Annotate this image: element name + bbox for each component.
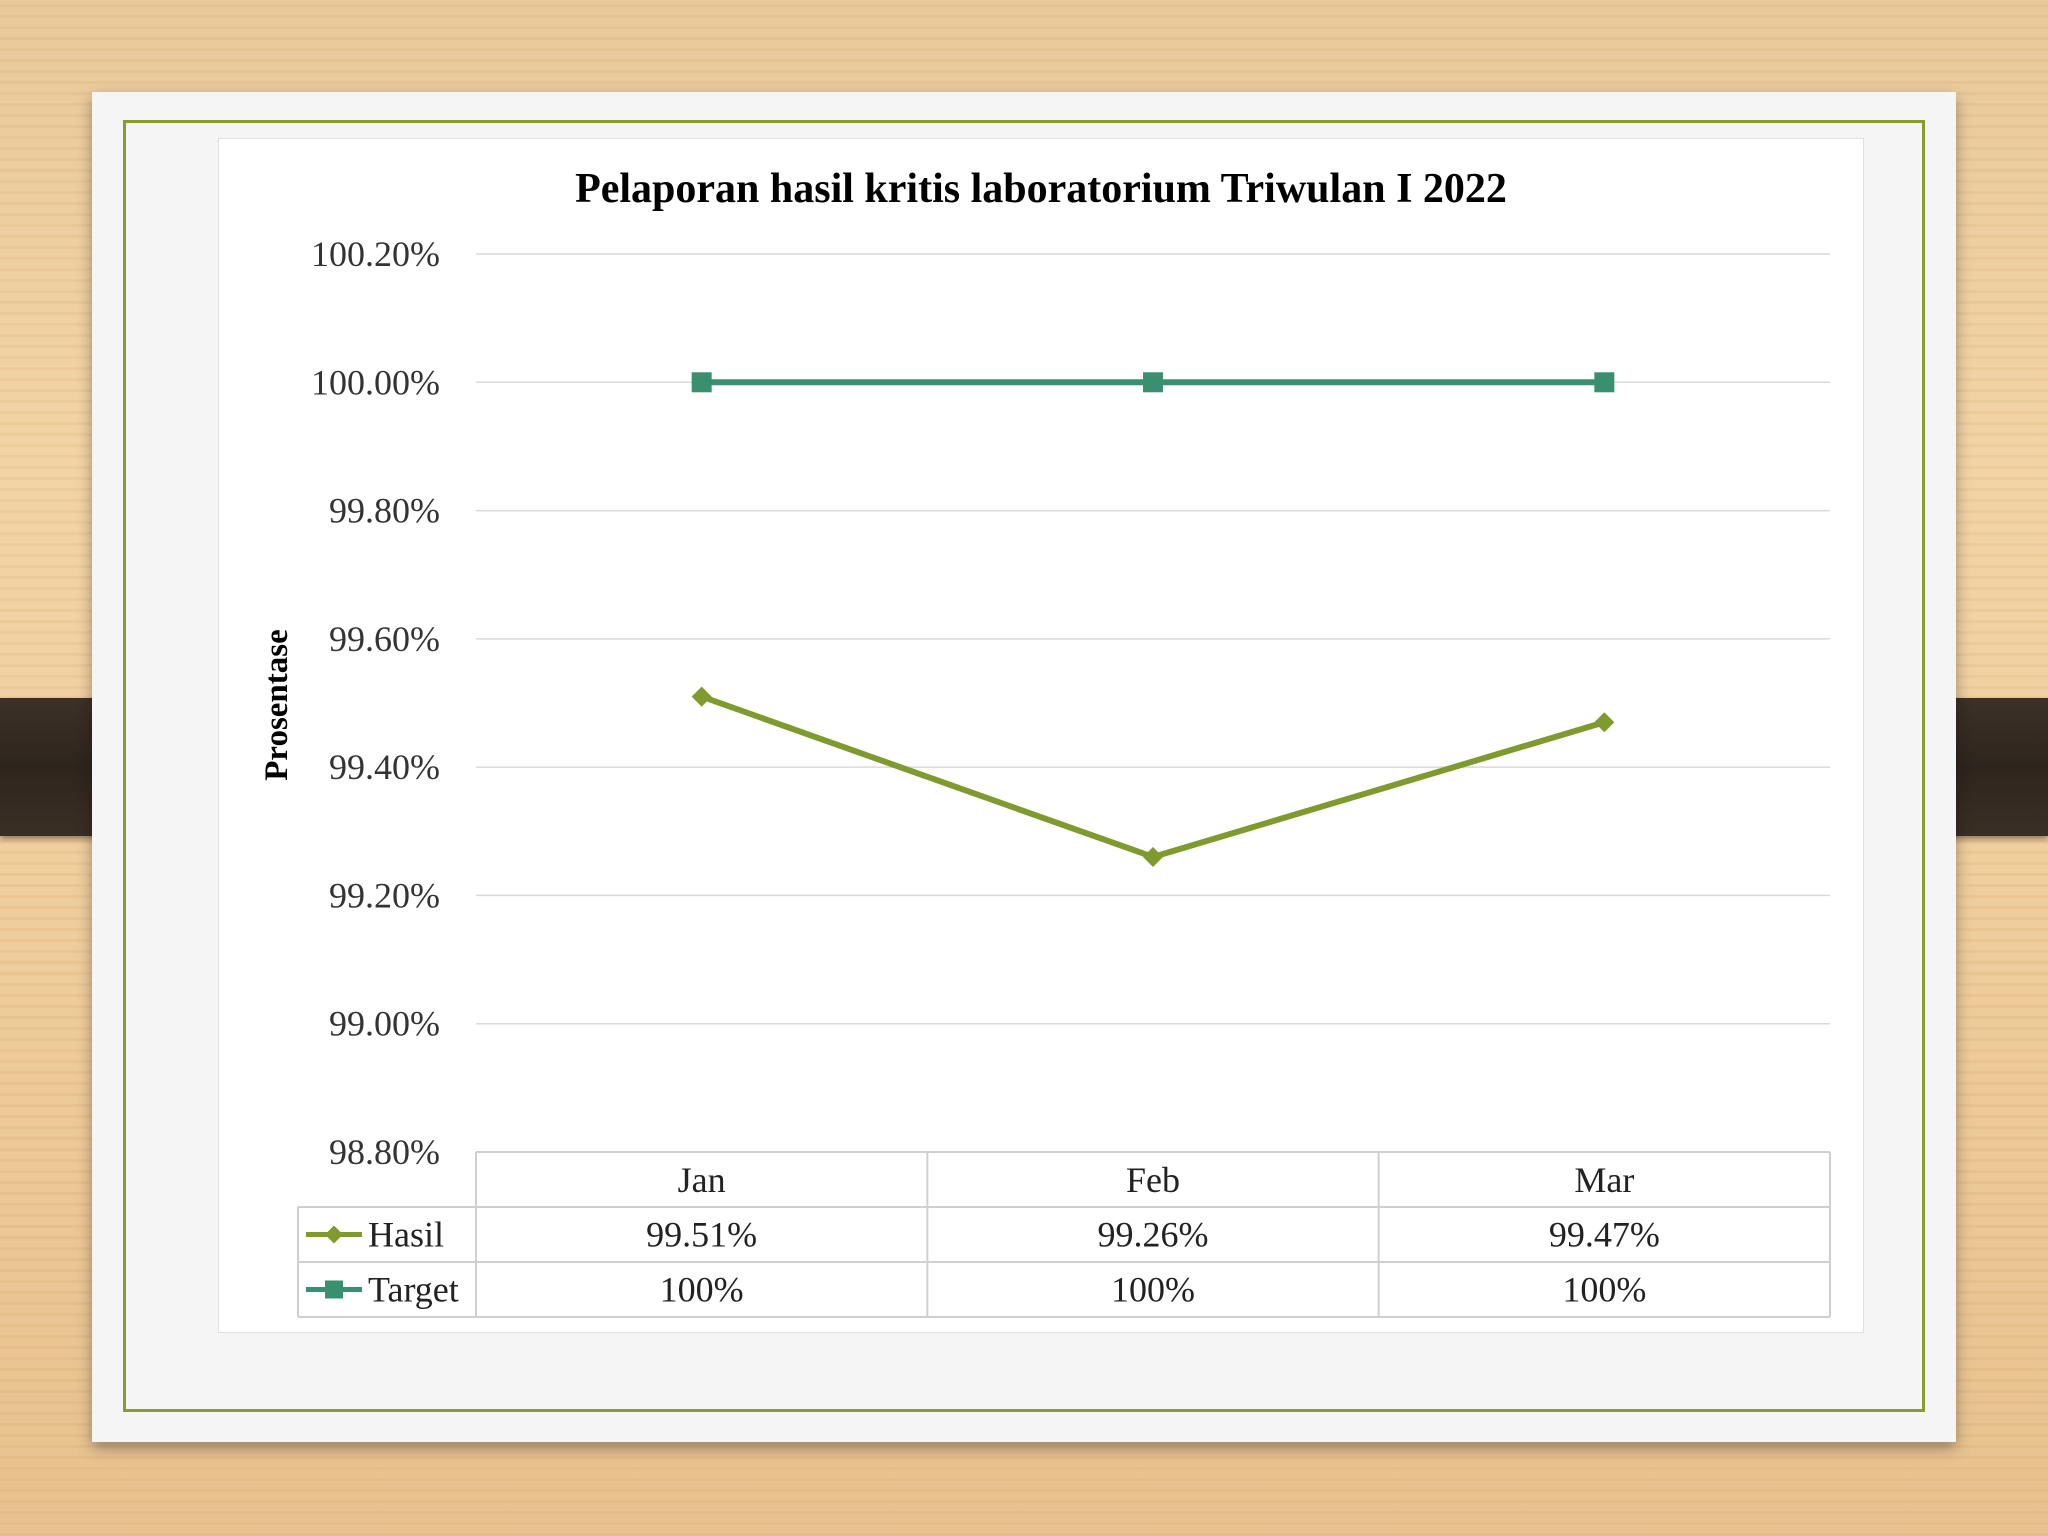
data-point bbox=[1594, 372, 1615, 393]
x-category-label: Feb bbox=[1126, 1160, 1180, 1200]
data-label: 100% bbox=[660, 1270, 744, 1310]
y-tick-label: 99.80% bbox=[329, 491, 440, 531]
series-lines bbox=[691, 372, 1615, 867]
data-point bbox=[691, 686, 712, 707]
y-tick-label: 99.00% bbox=[329, 1004, 440, 1044]
data-point bbox=[1143, 372, 1163, 393]
legend-key-marker bbox=[325, 1280, 343, 1299]
data-label: 99.26% bbox=[1098, 1215, 1209, 1255]
y-tick-label: 99.20% bbox=[329, 875, 440, 915]
chart-title: Pelaporan hasil kritis laboratorium Triw… bbox=[575, 166, 1507, 212]
y-tick-label: 100.00% bbox=[311, 362, 440, 402]
legend-label: Target bbox=[368, 1270, 459, 1310]
x-category-label: Mar bbox=[1574, 1160, 1634, 1200]
y-axis-label: Prosentase bbox=[259, 629, 295, 781]
y-tick-label: 99.60% bbox=[329, 619, 440, 659]
data-label: 99.47% bbox=[1549, 1215, 1660, 1255]
series-line-hasil bbox=[700, 693, 1606, 860]
slide bbox=[92, 92, 1956, 1442]
slide-frame bbox=[123, 120, 1925, 1412]
data-point bbox=[691, 372, 712, 393]
data-label: 100% bbox=[1111, 1270, 1195, 1310]
data-point bbox=[1594, 712, 1615, 733]
legend-label: Hasil bbox=[368, 1215, 444, 1255]
y-tick-label: 100.20% bbox=[311, 234, 440, 274]
data-label: 99.51% bbox=[646, 1215, 757, 1255]
y-tick-label: 99.40% bbox=[329, 747, 440, 787]
y-tick-label: 98.80% bbox=[329, 1132, 440, 1172]
gridlines bbox=[476, 253, 1830, 1025]
data-table: Jan Feb Mar Hasil 99.51% 99.26% 99.47% Target 10… bbox=[297, 1151, 1831, 1318]
chart-area bbox=[218, 138, 1864, 1333]
legend-key-marker bbox=[325, 1225, 343, 1244]
x-category-label: Jan bbox=[678, 1160, 726, 1200]
data-label: 100% bbox=[1562, 1270, 1646, 1310]
data-point bbox=[1143, 846, 1163, 867]
y-tick-labels: 100.20% 100.00% 99.80% 99.60% 99.40% 99.20% 99… bbox=[311, 234, 440, 1172]
